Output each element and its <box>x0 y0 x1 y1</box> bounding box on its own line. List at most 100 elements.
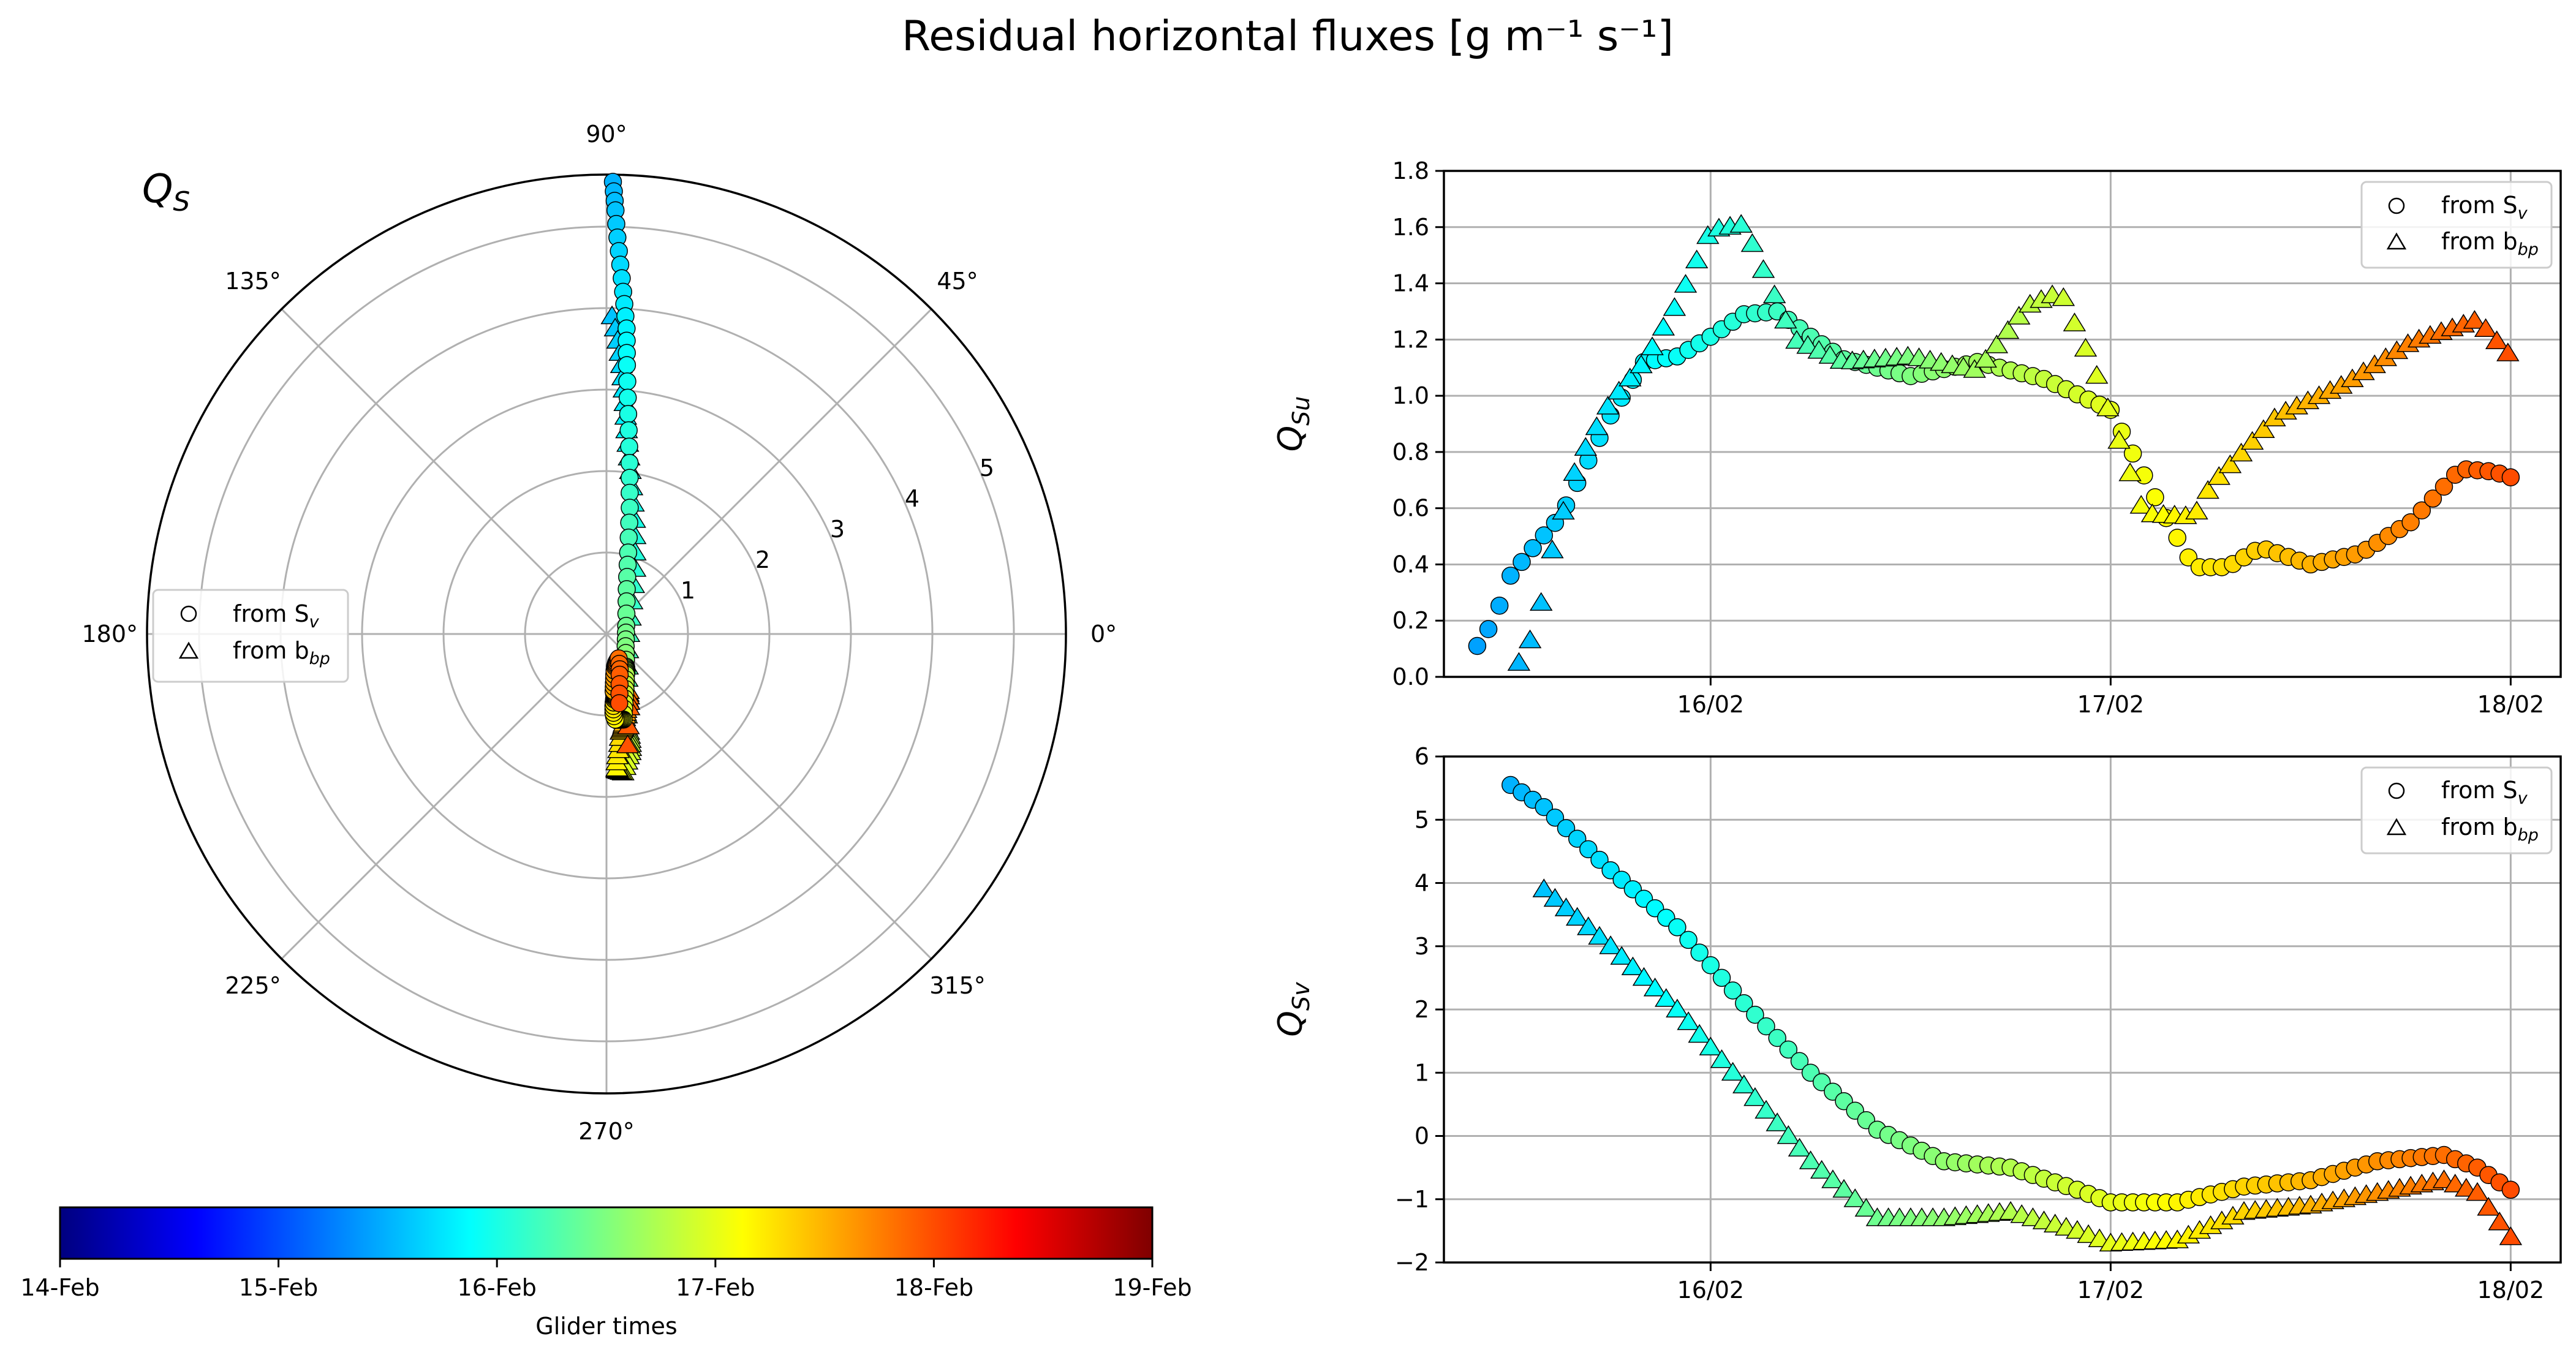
polar-spoke-45 <box>605 308 932 635</box>
top-ylabel-sub: Su <box>1288 396 1315 426</box>
data-point-triangle <box>2488 1211 2511 1231</box>
data-point-triangle <box>1699 1036 1723 1055</box>
polar-ring-3 <box>361 388 852 880</box>
data-point-triangle <box>1577 916 1600 935</box>
y-tick-label: 6 <box>1415 743 1429 770</box>
data-point-triangle <box>1652 317 1675 336</box>
polar-point-circle <box>620 437 638 456</box>
bottom-legend-bbp-sub: bp <box>2518 826 2539 845</box>
data-point-triangle <box>1543 888 1567 907</box>
top-legend-sv-label: from Sv <box>2441 192 2528 223</box>
data-point-circle <box>1535 798 1554 817</box>
colorbar-label: Glider times <box>535 1313 677 1340</box>
data-point-triangle <box>2229 442 2253 462</box>
data-point-triangle <box>1743 1087 1767 1106</box>
y-tick-label: 5 <box>1415 806 1429 833</box>
data-point-circle <box>1590 850 1609 869</box>
polar-markers <box>600 173 647 781</box>
bottom-legend: from Sv from bbp <box>2360 766 2553 855</box>
data-point-triangle <box>2129 494 2153 514</box>
data-point-triangle <box>2496 342 2520 361</box>
polar-angle-label-90: 90° <box>586 121 627 148</box>
data-point-triangle <box>1854 1198 1878 1217</box>
data-point-circle <box>1524 539 1542 557</box>
data-point-triangle <box>1552 500 1575 520</box>
y-tick-label: 0.6 <box>1392 495 1429 522</box>
y-tick-label: 1.2 <box>1392 326 1429 353</box>
data-point-circle <box>1746 1005 1764 1024</box>
y-tick-label: 2 <box>1415 996 1429 1023</box>
data-point-circle <box>1779 1040 1798 1059</box>
data-point-circle <box>2434 477 2453 496</box>
bottom-legend-bbp-label: from bbp <box>2441 813 2539 845</box>
polar-spoke-135 <box>281 308 608 635</box>
data-point-triangle <box>1585 416 1609 436</box>
data-point-circle <box>1490 596 1509 615</box>
data-point-triangle <box>1963 359 1986 378</box>
polar-point-triangle <box>616 734 640 753</box>
data-point-triangle <box>1677 1011 1700 1030</box>
data-point-triangle <box>1630 354 1653 374</box>
data-point-triangle <box>1729 214 1753 233</box>
data-point-circle <box>1501 567 1520 585</box>
data-point-triangle <box>1618 368 1642 387</box>
y-tick-label: 0.4 <box>1392 551 1429 578</box>
polar-spoke-225 <box>281 633 608 960</box>
y-tick-label: 4 <box>1415 870 1429 897</box>
data-point-circle <box>1546 809 1565 827</box>
bottom-legend-triangle-marker <box>2386 818 2407 836</box>
x-tick-label: 17/02 <box>2077 691 2145 718</box>
colorbar-tick-label-5: 19-Feb <box>1112 1274 1192 1301</box>
data-point-triangle <box>2052 287 2076 306</box>
data-point-triangle <box>1529 592 1553 611</box>
figure-title: Residual horizontal fluxes [g m⁻¹ s⁻¹] <box>902 12 1674 61</box>
x-tick-label: 18/02 <box>2477 1277 2545 1304</box>
top-legend-sv-sub: v <box>2518 204 2528 223</box>
data-point-circle <box>2401 513 2420 532</box>
x-tick-label: 17/02 <box>2077 1277 2145 1304</box>
x-tick-label: 18/02 <box>2477 691 2545 718</box>
data-point-triangle <box>1754 1100 1778 1119</box>
polar-angle-label-225: 225° <box>225 972 281 999</box>
data-point-triangle <box>1518 629 1542 649</box>
data-point-triangle <box>2477 1196 2500 1216</box>
colorbar-tick-label-0: 14-Feb <box>20 1274 99 1301</box>
data-point-triangle <box>1610 946 1633 965</box>
data-point-triangle <box>1574 437 1598 456</box>
colorbar-gradient <box>59 1206 1154 1260</box>
top-legend-bbp-label: from bbp <box>2441 228 2539 259</box>
polar-point-circle <box>618 356 636 374</box>
polar-label-sub: S <box>173 186 190 217</box>
data-point-circle <box>2412 501 2431 519</box>
data-point-triangle <box>1563 462 1586 481</box>
data-point-circle <box>1735 994 1753 1013</box>
data-point-circle <box>1479 620 1498 638</box>
bottom-markers <box>1501 775 2523 1251</box>
y-tick-label: 3 <box>1415 933 1429 960</box>
data-point-circle <box>2423 489 2442 508</box>
data-point-triangle <box>2499 1226 2523 1245</box>
data-point-circle <box>2123 444 2142 463</box>
polar-panel-label: QS <box>142 167 190 217</box>
data-point-triangle <box>1663 297 1686 316</box>
bottom-ticks: 16/02 17/02 18/02 −2 −1 0 1 2 3 4 5 6 <box>1395 743 2544 1304</box>
data-point-triangle <box>1565 907 1589 926</box>
polar-angle-label-180: 180° <box>81 621 138 647</box>
data-point-triangle <box>1643 977 1667 997</box>
polar-frame <box>146 173 1067 1095</box>
data-point-triangle <box>1821 1169 1845 1188</box>
bottom-legend-box <box>2360 766 2553 855</box>
polar-point-circle <box>619 405 638 423</box>
colorbar: 14-Feb 15-Feb 16-Feb 17-Feb 18-Feb 19-Fe… <box>20 1206 1192 1340</box>
polar-legend: from Sv from bbp <box>152 589 349 683</box>
data-point-triangle <box>2207 466 2230 485</box>
y-tick-label: 0 <box>1415 1123 1429 1150</box>
bottom-legend-sv-label: from Sv <box>2441 777 2528 808</box>
data-point-triangle <box>1762 284 1786 303</box>
data-point-triangle <box>1655 988 1678 1007</box>
data-point-triangle <box>2107 429 2131 449</box>
y-tick-label: −1 <box>1395 1186 1429 1213</box>
data-point-triangle <box>1810 1160 1834 1179</box>
data-point-triangle <box>1766 1112 1789 1131</box>
data-point-circle <box>1701 956 1720 975</box>
